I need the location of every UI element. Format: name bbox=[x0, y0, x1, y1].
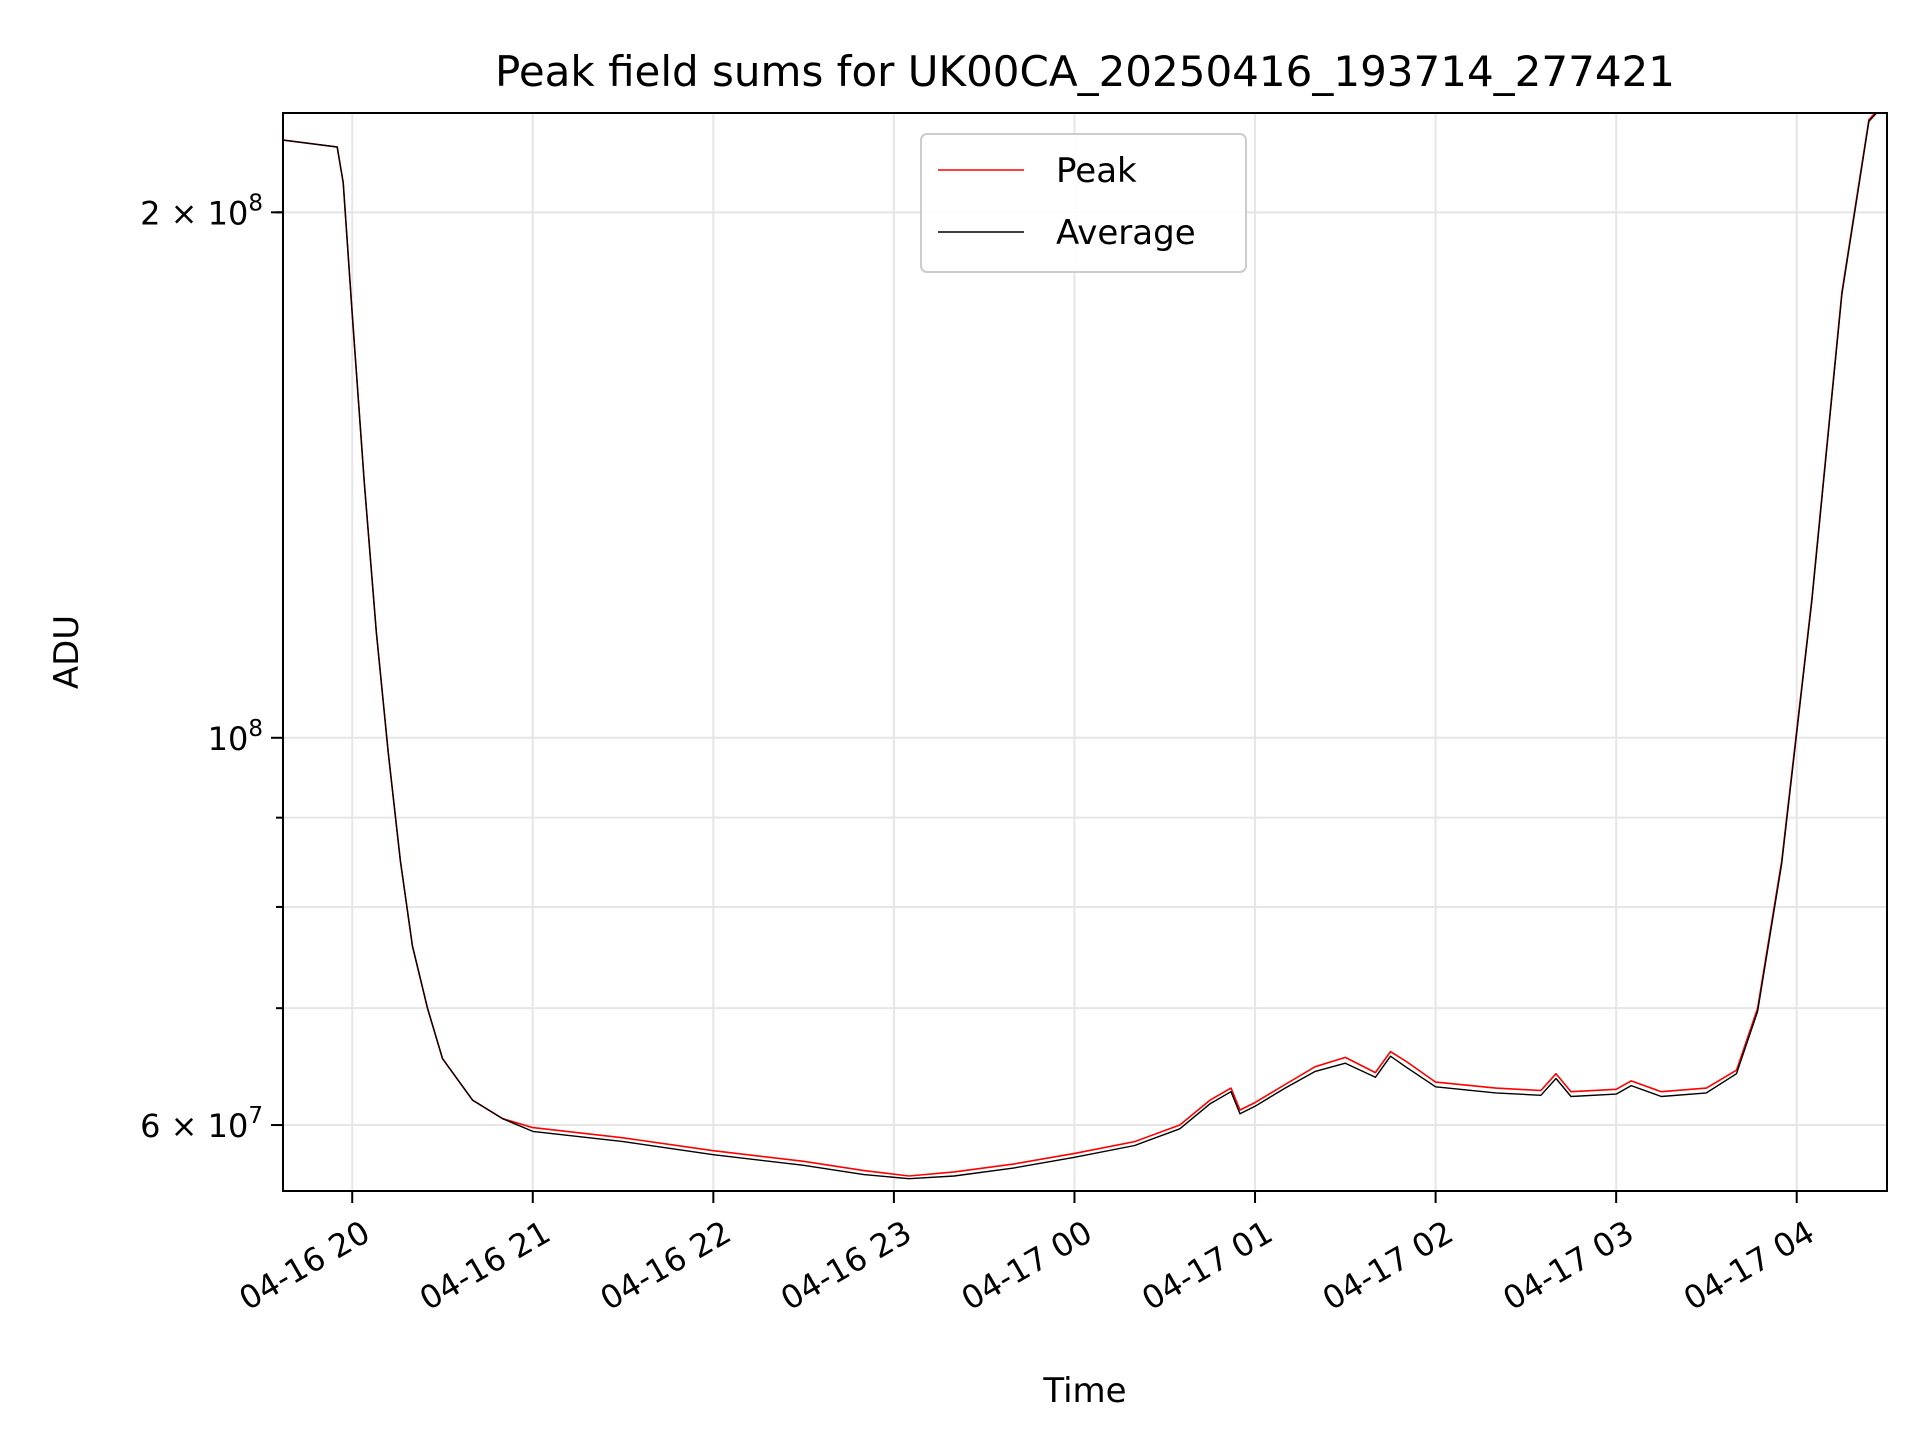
x-tick-label: 04-17 00 bbox=[955, 1213, 1099, 1318]
legend-label-peak: Peak bbox=[1056, 151, 1137, 191]
axis-ticks: 04-16 20 04-16 21 04-16 22 04-16 23 04-17 00… bbox=[140, 190, 1821, 1318]
legend-box bbox=[920, 133, 1247, 273]
legend-label-average: Average bbox=[1056, 213, 1196, 253]
y-tick-label: 6 × 107 bbox=[140, 1103, 263, 1145]
x-axis-label: Time bbox=[1042, 1371, 1126, 1411]
chart-title: Peak field sums for UK00CA_20250416_1937… bbox=[495, 47, 1675, 96]
x-tick-label: 04-16 21 bbox=[413, 1213, 557, 1318]
x-tick-label: 04-17 03 bbox=[1497, 1213, 1641, 1318]
x-tick-label: 04-17 04 bbox=[1677, 1213, 1821, 1318]
plot-frame bbox=[282, 112, 1888, 1192]
x-tick-label: 04-16 22 bbox=[594, 1213, 738, 1318]
legend: Peak Average bbox=[920, 133, 1247, 273]
x-tick-label: 04-16 20 bbox=[233, 1213, 377, 1318]
x-tick-label: 04-16 23 bbox=[774, 1213, 918, 1318]
plot-area bbox=[283, 113, 1878, 1180]
y-axis-label: ADU bbox=[47, 615, 87, 689]
x-tick-label: 04-17 01 bbox=[1135, 1213, 1279, 1318]
x-tick-label: 04-17 02 bbox=[1316, 1213, 1460, 1318]
y-tick-label: 2 × 108 bbox=[140, 190, 263, 232]
series-layer bbox=[283, 113, 1878, 1180]
y-tick-label: 108 bbox=[208, 716, 263, 758]
grid bbox=[283, 113, 1887, 1191]
series-line-average bbox=[283, 113, 1878, 1180]
